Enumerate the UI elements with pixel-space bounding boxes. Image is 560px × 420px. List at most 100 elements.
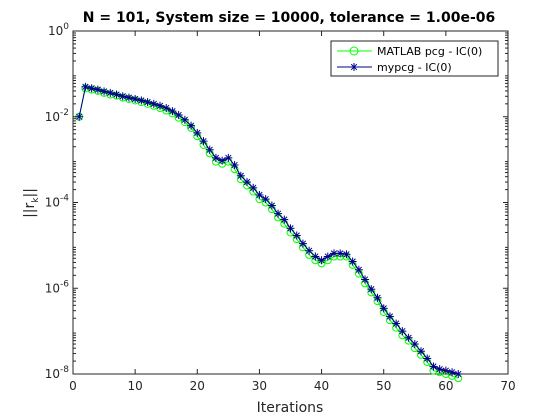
series-1-point-60 (448, 368, 457, 377)
y-tick-label-base-2: 10 (45, 196, 60, 210)
series-1-point-0 (75, 112, 84, 121)
series-1-point-19-stroke-3 (194, 129, 201, 137)
series-1-point-35 (292, 231, 301, 240)
series-1-point-37-stroke-3 (305, 247, 313, 254)
series-1 (75, 82, 463, 378)
series-1-point-52-stroke-3 (399, 327, 406, 335)
series-1-point-50-stroke-3 (386, 313, 394, 320)
series-1-point-15-stroke-3 (169, 108, 176, 115)
y-tick-label-exponent-4: -8 (60, 365, 69, 375)
series-1-point-45-stroke-3 (355, 266, 363, 273)
series-1-point-29 (255, 190, 264, 199)
series-1-point-55-stroke-3 (417, 348, 425, 355)
legend-marker-mypcg (350, 63, 358, 71)
x-axis-label: Iterations (257, 400, 324, 416)
series-1-point-43-stroke-3 (343, 251, 350, 258)
y-axis-label-subscript: k (31, 197, 41, 203)
y-tick-label-0: 100 (48, 22, 69, 38)
series-1-point-20-stroke-3 (200, 137, 207, 145)
y-tick-label-base-4: 10 (45, 367, 60, 381)
series-1-point-42-stroke-3 (337, 250, 344, 257)
series-1-point-41-stroke-3 (330, 250, 338, 257)
series-1-point-16-stroke-3 (175, 111, 182, 119)
series-1-point-56 (423, 354, 432, 363)
x-tick-label-3: 30 (252, 379, 267, 393)
x-tick-label-0: 0 (69, 379, 77, 393)
series-1-point-23 (218, 156, 227, 165)
series-1-point-34-stroke-3 (287, 225, 294, 232)
series-1-point-3 (93, 85, 102, 94)
series-1-point-31 (267, 201, 276, 210)
series-1-point-20 (199, 137, 208, 146)
series-1-point-31-stroke-3 (268, 202, 276, 209)
legend-label-mypcg: mypcg - IC(0) (377, 61, 452, 74)
series-1-point-18 (187, 121, 196, 130)
series-1-point-21 (205, 145, 214, 154)
y-axis-label-main: ||r (22, 202, 38, 217)
legend-star-shape (350, 63, 358, 71)
y-tick-label-exponent-3: -6 (60, 279, 69, 289)
y-tick-label-exponent-1: -2 (60, 108, 69, 118)
legend-marker-matlab (349, 46, 359, 56)
series-1-point-27 (243, 178, 251, 187)
series-1-point-49 (379, 304, 388, 313)
legend-box (330, 40, 499, 77)
series-1-point-0-stroke-3 (76, 113, 83, 120)
series-1-point-50 (385, 312, 394, 321)
series-1-point-5-stroke-3 (107, 89, 114, 97)
x-tick-label-4: 40 (314, 379, 329, 393)
series-1-point-45 (354, 265, 363, 274)
y-tick-label-exponent-0: 0 (63, 22, 69, 32)
series-1-point-16 (174, 110, 183, 119)
chart-title: N = 101, System size = 10000, tolerance … (83, 10, 495, 26)
series-1-point-9 (131, 94, 140, 103)
series-1-point-23-stroke-3 (218, 157, 226, 164)
y-axis-label: ||rk|| (22, 188, 41, 218)
series-1-point-28-stroke-3 (250, 184, 257, 191)
series-1-point-53 (404, 333, 413, 342)
y-tick-label-4: 10-8 (45, 365, 70, 381)
series-1-point-18-stroke-3 (187, 122, 195, 129)
series-1-point-55 (417, 347, 425, 356)
y-tick-label-base-1: 10 (45, 110, 60, 124)
series-1-point-41 (330, 249, 338, 258)
series-1-point-33 (280, 215, 289, 224)
x-tick-label-2: 20 (190, 379, 205, 393)
series-1-point-11 (143, 98, 152, 107)
series-1-point-13 (156, 101, 164, 110)
series-1-point-51 (392, 319, 401, 328)
x-tick-label-5: 50 (376, 379, 391, 393)
series-1-point-60-stroke-3 (448, 369, 456, 376)
legend-entry-mypcg: mypcg - IC(0) (337, 61, 452, 74)
series-1-point-44-stroke-3 (349, 258, 356, 265)
series-1-point-26 (236, 171, 245, 180)
y-axis-label-end: || (22, 188, 38, 197)
series-1-point-58 (435, 365, 444, 374)
series-1-point-26-stroke-3 (237, 172, 244, 179)
series-1-point-33-stroke-3 (281, 216, 288, 223)
series-1-point-21-stroke-3 (206, 146, 213, 153)
series-1-point-56-stroke-3 (424, 355, 431, 362)
y-tick-label-2: 10-4 (45, 194, 70, 210)
series-1-point-54-stroke-3 (411, 340, 418, 348)
series-1-point-14 (162, 103, 171, 112)
series-1-point-2 (87, 84, 96, 93)
series-1-point-1 (81, 82, 90, 91)
series-1-point-46-stroke-3 (361, 276, 369, 283)
series-1-point-40-stroke-3 (324, 253, 331, 260)
series-1-point-5 (106, 88, 115, 97)
series-1-point-39-stroke-3 (318, 257, 325, 264)
y-tick-label-base-0: 10 (48, 24, 63, 38)
series-1-point-4-stroke-3 (100, 88, 108, 95)
x-tick-label-6: 60 (438, 379, 453, 393)
series-1-point-8 (124, 93, 133, 102)
series-1-point-34 (286, 224, 295, 233)
y-tick-label-base-3: 10 (45, 281, 60, 295)
series-1-point-12-stroke-3 (150, 100, 157, 107)
series-1-point-36-stroke-3 (299, 240, 307, 247)
series-1-point-6-stroke-3 (113, 91, 120, 98)
series-1-point-47 (367, 285, 376, 294)
series-1-point-25 (230, 160, 239, 169)
x-tick-label-1: 10 (128, 379, 143, 393)
series-1-point-58-stroke-3 (436, 365, 443, 373)
